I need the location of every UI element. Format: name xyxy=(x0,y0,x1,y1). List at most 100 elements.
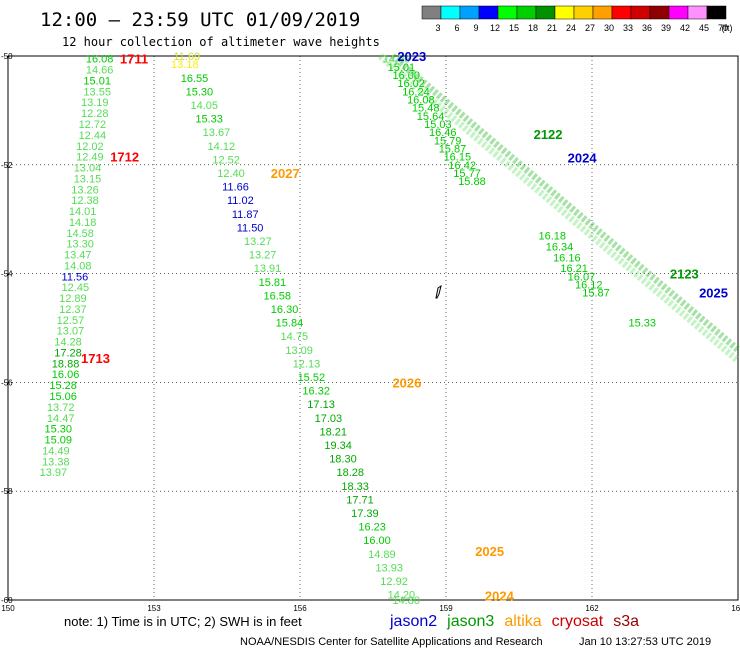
wave-height-reading: 16.23 xyxy=(358,522,386,534)
wave-height-reading: 17.71 xyxy=(346,494,374,506)
pass-labels: 1711 1712 1713 2027 2026 2025 2024 2023 2122 2024… xyxy=(81,49,728,604)
pass-label: 2024 xyxy=(485,589,515,604)
wave-height-reading: 16.02 xyxy=(397,78,425,90)
satellite-track-band xyxy=(390,53,740,353)
wave-height-reading: 14.80 xyxy=(392,595,420,607)
y-tick-label: -50 xyxy=(1,52,13,61)
y-tick-label: -52 xyxy=(1,161,13,170)
legend-tick-label: 39 xyxy=(661,23,671,33)
satellite-legend-jason2: jason2 xyxy=(389,613,437,630)
wave-height-reading: 19.34 xyxy=(324,440,352,452)
legend-tick-label: 45 xyxy=(699,23,709,33)
legend-tick-label: 21 xyxy=(547,23,557,33)
y-tick-label: -54 xyxy=(1,270,13,279)
pass-label: 2023 xyxy=(397,49,426,64)
wave-height-reading: 11.50 xyxy=(237,222,264,234)
wave-height-reading: 12.49 xyxy=(76,152,104,164)
pass-label: 2122 xyxy=(534,127,563,142)
wave-height-reading: 13.26 xyxy=(71,184,99,196)
wave-height-reading: 16.08 xyxy=(86,54,114,66)
legend-tick-label: 18 xyxy=(528,23,538,33)
wave-height-reading: 16.15 xyxy=(444,152,472,164)
wave-height-reading: 13.27 xyxy=(249,250,277,262)
wave-height-reading: 16.18 xyxy=(538,231,566,243)
x-tick-label: 165 xyxy=(731,604,740,613)
wave-height-reading: 16.07 xyxy=(568,271,596,283)
legend-tick-label: 15 xyxy=(509,23,519,33)
wave-height-reading: 11.56 xyxy=(62,271,89,283)
wave-height-reading: 15.52 xyxy=(298,372,326,384)
wave-height-reading: 13.47 xyxy=(64,250,92,262)
satellite-legend-altika: altika xyxy=(504,613,541,630)
wave-height-reading: 15.09 xyxy=(45,435,73,447)
wave-height-reading: 16.34 xyxy=(546,241,574,253)
wave-height-reading: 14.18 xyxy=(69,217,97,229)
pass-label: 1713 xyxy=(81,351,110,366)
legend-swatch xyxy=(592,5,613,20)
wave-height-reading: 17.03 xyxy=(315,413,343,425)
plot-area: 16.0814.6615.0113.5513.1912.2812.7212.44… xyxy=(7,49,740,607)
wave-height-reading: 12.02 xyxy=(76,141,104,153)
wave-height-reading: 16.58 xyxy=(264,290,292,302)
wave-height-reading: 11.87 xyxy=(232,209,259,221)
legend-swatch xyxy=(497,5,518,20)
pass-label: 2025 xyxy=(699,286,728,301)
wave-height-reading: 15.87 xyxy=(439,143,467,155)
wave-height-reading: 16.24 xyxy=(402,86,430,98)
wave-height-reading: 14.12 xyxy=(208,141,236,153)
legend-swatch xyxy=(516,5,537,20)
satellite-legend-s3a: s3a xyxy=(613,613,639,630)
wave-height-reading: 15.03 xyxy=(424,119,452,131)
wave-height-reading: 17.39 xyxy=(351,508,379,520)
wave-height-reading: 15.77 xyxy=(453,168,481,180)
legend-unit-label: (ft) xyxy=(722,23,733,33)
legend-tick-label: 42 xyxy=(680,23,690,33)
legend-swatch xyxy=(421,5,442,20)
wave-height-reading: 18.33 xyxy=(341,481,369,493)
y-tick-label: -58 xyxy=(1,487,13,496)
footer-note: note: 1) Time is in UTC; 2) SWH is in fe… xyxy=(64,614,302,629)
wave-height-reading: 15.33 xyxy=(629,318,657,330)
wave-height-reading: 13.07 xyxy=(57,326,85,338)
legend-swatch xyxy=(478,5,499,20)
wave-height-reading: 12.57 xyxy=(57,315,85,327)
wave-height-reading: 15.88 xyxy=(458,176,486,188)
wave-height-reading: 12.28 xyxy=(81,108,109,120)
wave-height-reading: 16.00 xyxy=(363,535,391,547)
plot-frame xyxy=(7,55,739,601)
pass-label: 2123 xyxy=(670,267,699,282)
wave-height-reading: 13.91 xyxy=(254,263,282,275)
wave-height-reading: 18.28 xyxy=(337,467,365,479)
y-tick-label: -60 xyxy=(1,596,13,605)
wave-height-reading: 16.21 xyxy=(560,263,588,275)
legend-tick-label: 36 xyxy=(642,23,652,33)
wave-height-reading: 15.64 xyxy=(417,111,445,123)
wave-height-reading: 15.33 xyxy=(195,114,223,126)
x-tick-label: 153 xyxy=(147,604,161,613)
wave-height-reading: 12.38 xyxy=(71,195,99,207)
satellite-legend-cryosat: cryosat xyxy=(552,613,604,630)
wave-height-color-legend: 3 6 9 12 15 18 21 24 27 30 33 36 39 42 45 70(ft) xyxy=(421,5,733,33)
wave-height-reading: 14.47 xyxy=(47,413,75,425)
wave-height-reading: 13.67 xyxy=(203,127,231,139)
x-tick-label: 162 xyxy=(585,604,599,613)
wave-height-reading: 18.30 xyxy=(329,454,357,466)
wave-height-reading: 17.13 xyxy=(307,399,335,411)
wave-height-reading: 13.19 xyxy=(81,97,109,109)
wave-height-reading: 13.97 xyxy=(40,467,68,479)
legend-swatch xyxy=(706,5,727,20)
wave-height-reading: 11.66 xyxy=(222,182,249,194)
pass-label: 2026 xyxy=(392,375,421,390)
wave-height-reading: 12.52 xyxy=(212,154,240,166)
pass-label: 2024 xyxy=(568,151,598,166)
pass-label: 1712 xyxy=(110,150,139,165)
wave-height-reading: 16.06 xyxy=(52,369,80,381)
wave-height-reading: 13.27 xyxy=(244,236,272,248)
wave-height-reading: 12.89 xyxy=(59,293,87,305)
satellite-tracks xyxy=(378,53,740,364)
wave-height-reading: 16.08 xyxy=(407,95,435,107)
wave-height-reading: 15.81 xyxy=(259,277,287,289)
wave-height-reading: 15.30 xyxy=(45,424,73,436)
legend-swatch xyxy=(611,5,632,20)
wave-height-reading: 15.01 xyxy=(388,62,416,74)
